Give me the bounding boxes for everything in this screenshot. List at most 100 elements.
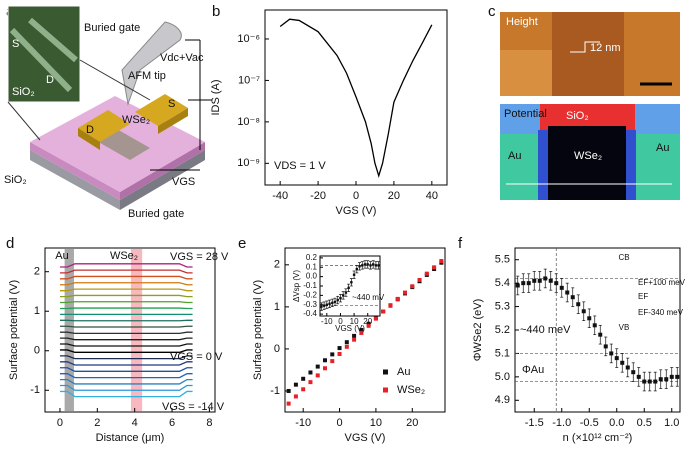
data-line — [59, 269, 193, 274]
x-tick-label: 0 — [338, 317, 343, 326]
data-point — [330, 352, 335, 357]
data-line — [59, 263, 193, 268]
data-point — [570, 295, 575, 300]
x-tick-label: 0 — [353, 190, 359, 202]
x-tick-label: -40 — [272, 190, 288, 202]
data-line — [59, 343, 193, 347]
y-axis-label: ΔVsp (V) — [292, 270, 301, 302]
diagram-label: AFM tip — [128, 70, 166, 82]
data-point — [366, 323, 371, 328]
diagram-label: SiO₂ — [12, 86, 35, 98]
data-point — [598, 332, 603, 337]
data-point — [636, 374, 641, 379]
legend-marker — [383, 387, 388, 393]
data-point — [344, 344, 349, 349]
panel-label: f — [458, 235, 463, 252]
highlight-band — [64, 249, 74, 411]
data-line — [59, 384, 193, 391]
data-point — [374, 264, 378, 267]
diagram-label: S — [168, 98, 175, 110]
data-point — [331, 301, 334, 305]
x-tick-label: 1.0 — [664, 417, 679, 429]
data-point — [642, 379, 647, 384]
data-line — [279, 18, 433, 179]
y-tick-label: 10⁻⁸ — [237, 116, 260, 128]
panel-label: e — [238, 235, 246, 252]
data-point — [543, 276, 548, 281]
x-tick-label: -1.0 — [552, 417, 571, 429]
data-point — [286, 401, 291, 406]
data-point — [330, 359, 335, 364]
data-line — [59, 294, 193, 298]
annotation: EF-340 meV — [638, 308, 684, 317]
data-point — [366, 263, 369, 266]
data-line — [59, 282, 193, 286]
data-point — [315, 364, 320, 369]
data-point — [352, 333, 357, 338]
data-line — [59, 349, 193, 353]
data-line — [59, 355, 193, 360]
data-point — [320, 305, 323, 308]
diagram-label: Buried gate — [84, 22, 140, 34]
annotation: EF — [638, 292, 648, 301]
data-point — [526, 281, 531, 286]
image-label: Potential — [504, 108, 547, 120]
y-tick-label: 0.0 — [306, 272, 318, 281]
data-point — [344, 340, 349, 345]
data-point — [395, 296, 400, 301]
afm-images: Height 12 nm Potential SiO₂ Au WSe₂ Au — [500, 12, 680, 200]
data-line — [59, 361, 193, 366]
data-point — [361, 264, 364, 267]
y-tick-label: 1 — [274, 301, 280, 313]
image-label: Au — [508, 150, 521, 162]
data-point — [554, 281, 559, 286]
y-tick-label: 1 — [34, 305, 40, 317]
data-point — [363, 263, 367, 266]
data-line — [59, 275, 193, 280]
data-point — [371, 263, 375, 266]
image-label: 12 nm — [590, 42, 621, 54]
annotation: Au — [55, 250, 68, 262]
data-point — [333, 300, 337, 304]
y-tick-label: -1 — [30, 384, 40, 396]
x-tick-label: 40 — [426, 190, 438, 202]
data-point — [548, 278, 553, 283]
y-tick-label: -0.1 — [303, 281, 317, 290]
data-point — [286, 388, 291, 393]
data-point — [581, 309, 586, 314]
annotation: VDS = 1 V — [274, 160, 326, 172]
legend-label: Au — [397, 366, 410, 378]
x-tick-label: 0 — [57, 417, 63, 429]
y-tick-label: -0.4 — [303, 309, 317, 318]
y-axis-label: Surface potential (V) — [252, 280, 264, 380]
y-tick-label: 2 — [34, 266, 40, 278]
data-point — [369, 264, 372, 267]
data-point — [323, 358, 327, 363]
image-label: SiO₂ — [566, 110, 589, 122]
y-tick-label: 0 — [34, 345, 40, 357]
x-tick-label: 20 — [406, 417, 418, 429]
data-line — [59, 373, 193, 379]
data-point — [388, 303, 393, 308]
x-tick-label: 0 — [336, 417, 342, 429]
annotation: VGS = -14 V — [162, 401, 225, 413]
data-point — [350, 281, 353, 284]
data-point — [373, 316, 378, 321]
data-point — [337, 346, 342, 351]
diagram-label: SiO₂ — [4, 174, 27, 186]
diagram-label: D — [46, 74, 54, 86]
data-point — [647, 379, 652, 384]
x-axis-label: VGS (V) — [345, 432, 386, 444]
data-point — [658, 377, 663, 382]
panel-label: d — [6, 235, 14, 252]
data-point — [344, 291, 348, 294]
x-tick-label: 0.0 — [609, 417, 624, 429]
data-line — [59, 301, 193, 304]
data-point — [603, 344, 608, 349]
y-axis-label: Surface potential (V) — [8, 280, 20, 380]
x-tick-label: 8 — [206, 417, 212, 429]
highlight-band — [130, 249, 143, 411]
panel-label: b — [212, 3, 220, 20]
x-axis-label: Distance (μm) — [96, 432, 165, 444]
y-tick-label: 5.1 — [495, 347, 510, 359]
